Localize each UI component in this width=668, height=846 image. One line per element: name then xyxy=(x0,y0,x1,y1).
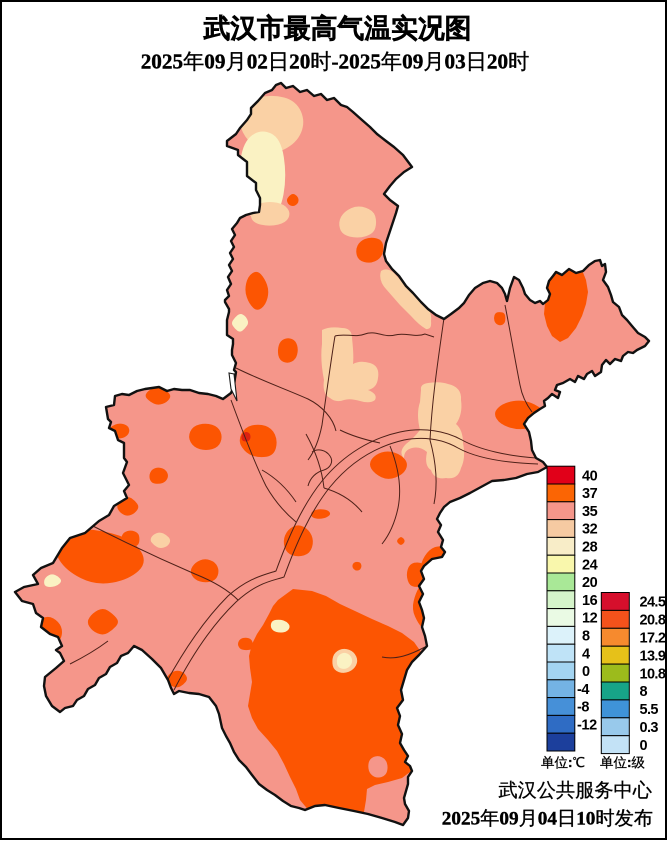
svg-text:09: 09 xyxy=(499,809,518,830)
svg-text:24: 24 xyxy=(582,557,598,573)
svg-text:2025: 2025 xyxy=(141,50,183,74)
svg-text:0: 0 xyxy=(582,664,590,680)
svg-text:-8: -8 xyxy=(577,700,589,716)
svg-text:28: 28 xyxy=(582,540,598,556)
svg-text:12: 12 xyxy=(582,611,598,627)
svg-text:2025: 2025 xyxy=(442,809,480,830)
svg-text:20: 20 xyxy=(582,575,598,591)
svg-text:-2025: -2025 xyxy=(332,50,381,74)
svg-text:8: 8 xyxy=(582,629,590,645)
svg-text:20: 20 xyxy=(487,50,508,74)
svg-text:13.9: 13.9 xyxy=(640,648,666,664)
svg-text:37: 37 xyxy=(582,486,598,502)
svg-text:8: 8 xyxy=(640,684,648,700)
svg-text:20.8: 20.8 xyxy=(640,613,666,629)
svg-text:5.5: 5.5 xyxy=(640,702,659,718)
svg-text:10.8: 10.8 xyxy=(640,666,666,682)
svg-text:4: 4 xyxy=(582,646,590,662)
svg-text:09: 09 xyxy=(204,50,225,74)
svg-text::: : xyxy=(568,755,573,770)
svg-text:24.5: 24.5 xyxy=(640,595,666,611)
svg-text:16: 16 xyxy=(582,593,598,609)
svg-text:03: 03 xyxy=(445,50,466,74)
svg-text:40: 40 xyxy=(582,468,598,484)
svg-text:-12: -12 xyxy=(577,718,597,734)
svg-text:32: 32 xyxy=(582,522,598,538)
svg-text:-4: -4 xyxy=(577,682,589,698)
svg-text:09: 09 xyxy=(402,50,423,74)
svg-text:02: 02 xyxy=(247,50,268,74)
svg-text::: : xyxy=(627,755,632,770)
svg-text:20: 20 xyxy=(289,50,310,74)
svg-text:17.2: 17.2 xyxy=(640,631,666,647)
svg-text:35: 35 xyxy=(582,504,598,520)
svg-text:10: 10 xyxy=(576,809,595,830)
svg-text:0.3: 0.3 xyxy=(640,720,659,736)
svg-text:0: 0 xyxy=(640,738,648,754)
svg-text:04: 04 xyxy=(538,809,558,830)
